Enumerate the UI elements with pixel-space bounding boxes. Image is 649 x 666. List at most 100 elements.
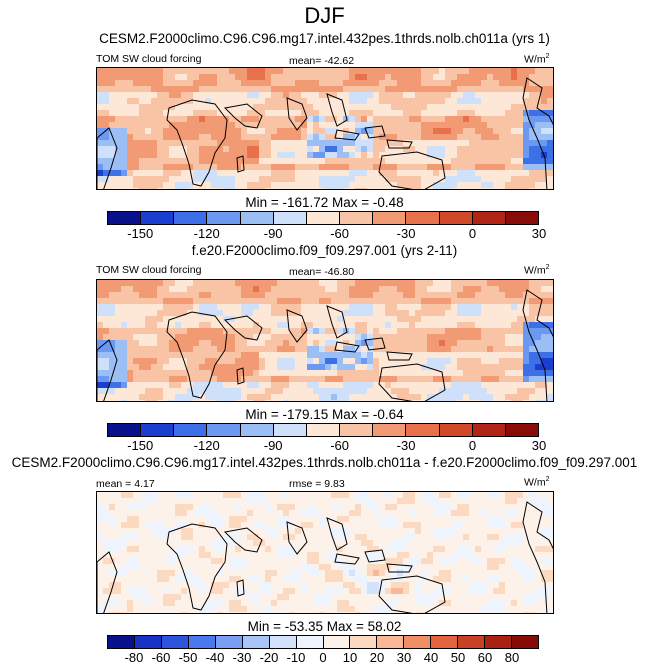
panel-3-unit-label: W/m2 — [524, 476, 550, 489]
colorbar-tick-label: -10 — [286, 650, 306, 665]
coastline — [236, 579, 245, 597]
colorbar-tick-label: -30 — [232, 650, 252, 665]
coastline — [364, 337, 386, 351]
panel-2-unit-label: W/m2 — [524, 264, 550, 277]
colorbar-tick-label: 0 — [468, 226, 477, 241]
colorbar-tick-label: 40 — [423, 650, 439, 665]
colorbar-swatch — [242, 636, 270, 648]
colorbar-swatch — [207, 212, 241, 224]
coastline — [97, 551, 118, 613]
colorbar-swatch — [350, 636, 378, 648]
colorbar-swatch — [306, 212, 341, 224]
colorbar-swatch — [373, 212, 407, 224]
colorbar-tick-label: -120 — [193, 226, 220, 241]
colorbar-tick-label: -60 — [330, 226, 350, 241]
colorbar-tick-label: -90 — [263, 438, 283, 453]
coastline — [386, 563, 413, 573]
map-field — [97, 280, 553, 401]
coastline — [166, 311, 228, 399]
panel-1-colorbar-ticks: -150 -120 -90 -60 -30 0 30 — [107, 226, 546, 242]
figure-title: DJF — [304, 3, 345, 28]
panel-1-minmax: Min = -161.72 Max = -0.48 — [245, 195, 404, 210]
colorbar-swatch — [439, 424, 473, 436]
colorbar-swatch — [215, 636, 243, 648]
colorbar-swatch — [174, 212, 208, 224]
colorbar-swatch — [340, 212, 374, 224]
colorbar-swatch — [141, 424, 175, 436]
colorbar-swatch — [512, 636, 538, 648]
colorbar-swatch — [472, 424, 506, 436]
colorbar-tick-label: 30 — [531, 226, 547, 241]
colorbar-tick-label: -50 — [178, 650, 198, 665]
coastline — [326, 93, 348, 127]
colorbar-tick-label: 30 — [531, 438, 547, 453]
colorbar-tick-label: 60 — [477, 650, 493, 665]
coastline — [334, 341, 360, 353]
panel-1-unit-label: W/m2 — [524, 53, 550, 66]
colorbar-swatch — [505, 212, 539, 224]
coastline — [522, 77, 553, 189]
coastline — [386, 351, 413, 361]
map-field — [97, 492, 553, 613]
colorbar-swatch — [306, 424, 341, 436]
panel-3-colorbar-ticks: -80 -60 -50 -40 -30 -20 -10 0 10 20 30 40 50 60 80 — [107, 650, 539, 666]
coastline — [522, 501, 553, 613]
coastline — [378, 151, 446, 189]
panel-2-variable-label: TOM SW cloud forcing — [96, 264, 202, 276]
panel-3-rmse-label: rmse = 9.83 — [289, 478, 345, 490]
colorbar-swatch — [404, 636, 432, 648]
coastline — [364, 549, 386, 563]
colorbar-tick-label: 0 — [468, 438, 477, 453]
colorbar-tick-label: -60 — [151, 650, 171, 665]
colorbar-swatch — [485, 636, 513, 648]
panel-3-map — [96, 491, 554, 614]
coastline — [97, 127, 118, 189]
colorbar-swatch — [141, 212, 175, 224]
panel-2-colorbar — [107, 423, 539, 437]
panel-3-minmax: Min = -53.35 Max = 58.02 — [247, 619, 402, 634]
colorbar-swatch — [188, 636, 216, 648]
coastline — [236, 367, 245, 385]
colorbar-swatch — [273, 424, 307, 436]
panel-2-mean-label: mean= -46.80 — [289, 266, 355, 278]
panel-3-subtitle: CESM2.F2000climo.C96.C96.mg17.intel.432p… — [11, 455, 638, 470]
colorbar-tick-label: 50 — [450, 650, 466, 665]
colorbar-tick-label: -20 — [259, 650, 279, 665]
coastline — [166, 99, 228, 187]
coastline — [326, 517, 348, 551]
colorbar-swatch — [108, 636, 135, 648]
colorbar-tick-label: -30 — [396, 438, 416, 453]
coastline — [334, 553, 360, 565]
coastline — [378, 363, 446, 401]
colorbar-swatch — [472, 212, 506, 224]
panel-2-colorbar-ticks: -150 -120 -90 -60 -30 0 30 — [107, 438, 546, 454]
coastline — [386, 139, 413, 149]
panel-1-colorbar — [107, 211, 539, 225]
coastline — [364, 125, 386, 139]
colorbar-tick-label: -60 — [330, 438, 350, 453]
coastline — [223, 103, 263, 129]
colorbar-tick-label: -90 — [263, 226, 283, 241]
colorbar-swatch — [269, 636, 297, 648]
colorbar-tick-label: -40 — [205, 650, 225, 665]
colorbar-swatch — [458, 636, 486, 648]
colorbar-swatch — [377, 636, 405, 648]
colorbar-tick-label: 80 — [504, 650, 520, 665]
panel-1-variable-label: TOM SW cloud forcing — [96, 53, 202, 65]
panel-3-colorbar — [107, 635, 539, 649]
coastline — [223, 315, 263, 341]
colorbar-swatch — [240, 424, 274, 436]
colorbar-swatch — [373, 424, 407, 436]
panel-2-minmax: Min = -179.15 Max = -0.64 — [245, 407, 404, 422]
colorbar-swatch — [505, 424, 539, 436]
colorbar-tick-label: -150 — [127, 438, 154, 453]
panel-2-subtitle: f.e20.F2000climo.f09_f09.297.001 (yrs 2-… — [191, 243, 458, 258]
coastline — [286, 521, 308, 555]
colorbar-tick-label: -80 — [124, 650, 144, 665]
colorbar-tick-label: 20 — [369, 650, 385, 665]
colorbar-swatch — [340, 424, 374, 436]
panel-1-mean-label: mean= -42.62 — [289, 55, 355, 67]
colorbar-swatch — [207, 424, 241, 436]
panel-1-map — [96, 67, 554, 190]
coastline — [166, 523, 228, 611]
